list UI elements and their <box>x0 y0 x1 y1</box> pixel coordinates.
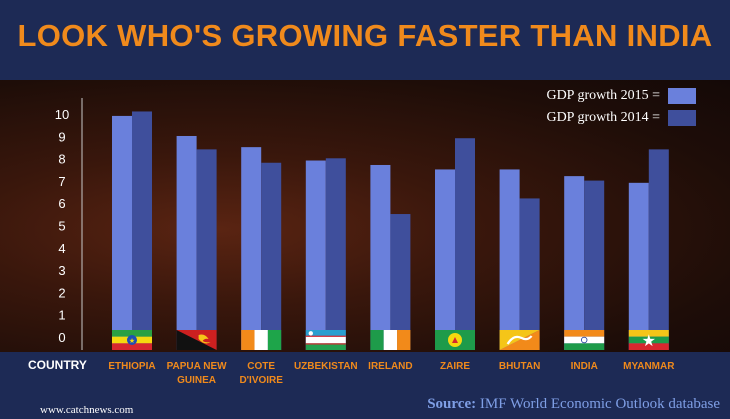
bar-2014 <box>584 180 605 350</box>
myanmar-flag: ★ <box>628 330 669 350</box>
category-label: IRELAND <box>368 361 412 372</box>
legend-2015: GDP growth 2015 = <box>546 88 696 104</box>
bar-2014 <box>519 198 540 350</box>
category-label: GUINEA <box>177 375 216 386</box>
legend-label-2014: GDP growth 2014 = <box>546 110 660 125</box>
bar-2015 <box>112 115 132 350</box>
y-tick-label: 7 <box>58 174 65 189</box>
bars <box>112 111 669 351</box>
category-label: COTE <box>247 361 275 372</box>
website-url[interactable]: www.catchnews.com <box>40 404 134 416</box>
bar-2015 <box>628 182 649 350</box>
chart-title: LOOK WHO'S GROWING FASTER THAN INDIA <box>17 18 713 53</box>
bar-2014 <box>196 149 217 350</box>
papua-new-guinea-flag <box>176 330 217 350</box>
ethiopia-flag: ★ <box>112 330 152 350</box>
cote-divoire-flag <box>241 330 282 350</box>
bar-2015 <box>499 169 520 350</box>
zaire-flag <box>435 330 475 350</box>
category-label: D'IVOIRE <box>239 375 283 386</box>
bar-2015 <box>564 176 585 350</box>
legend-swatch-2015 <box>668 88 696 104</box>
footer-bar <box>0 352 730 419</box>
legend-2014: GDP growth 2014 = <box>546 110 696 126</box>
y-tick-label: 10 <box>55 107 69 122</box>
india-flag <box>564 330 605 350</box>
source-note: Source: IMF World Economic Outlook datab… <box>427 396 720 413</box>
category-label: BHUTAN <box>499 361 540 372</box>
bhutan-flag <box>499 330 540 350</box>
ireland-flag <box>370 330 411 350</box>
category-label: UZBEKISTAN <box>294 361 358 372</box>
bar-2014 <box>261 162 282 350</box>
category-label: MYANMAR <box>623 361 675 372</box>
category-label: INDIA <box>571 361 598 372</box>
category-label: ETHIOPIA <box>108 361 155 372</box>
svg-text:★: ★ <box>642 331 656 350</box>
y-tick-label: 4 <box>58 241 65 256</box>
bar-2014 <box>132 111 152 351</box>
bar-2014 <box>390 214 411 350</box>
source-text: IMF World Economic Outlook database <box>479 396 720 412</box>
category-label: PAPUA NEW <box>167 361 228 372</box>
bar-2015 <box>176 135 197 350</box>
y-tick-label: 5 <box>58 219 65 234</box>
y-axis-ticks: 0 1 2 3 4 5 6 7 8 9 10 <box>55 98 83 350</box>
y-tick-label: 3 <box>58 263 65 278</box>
y-tick-label: 0 <box>58 330 65 345</box>
svg-text:★: ★ <box>129 337 135 345</box>
bar-2014 <box>648 149 669 350</box>
bar-2015 <box>241 147 262 350</box>
bar-2015 <box>370 164 391 350</box>
flags: ★ ★ <box>112 330 669 350</box>
header-bar: LOOK WHO'S GROWING FASTER THAN INDIA <box>0 0 730 80</box>
legend-swatch-2014 <box>668 110 696 126</box>
y-tick-label: 8 <box>58 152 65 167</box>
category-label: ZAIRE <box>440 361 470 372</box>
source-label: Source: <box>427 396 477 412</box>
y-tick-label: 6 <box>58 196 65 211</box>
x-axis-label: COUNTRY <box>28 358 87 372</box>
y-tick-label: 1 <box>58 308 65 323</box>
bar-2014 <box>325 158 346 350</box>
bar-2015 <box>305 160 326 350</box>
bar-2014 <box>455 138 475 350</box>
uzbekistan-flag <box>305 330 346 350</box>
legend-label-2015: GDP growth 2015 = <box>546 88 660 103</box>
category-labels: ETHIOPIA PAPUA NEW GUINEA COTE D'IVOIRE UZBEK… <box>108 361 675 386</box>
y-tick-label: 2 <box>58 285 65 300</box>
bar-2015 <box>435 169 455 350</box>
y-tick-label: 9 <box>58 129 65 144</box>
